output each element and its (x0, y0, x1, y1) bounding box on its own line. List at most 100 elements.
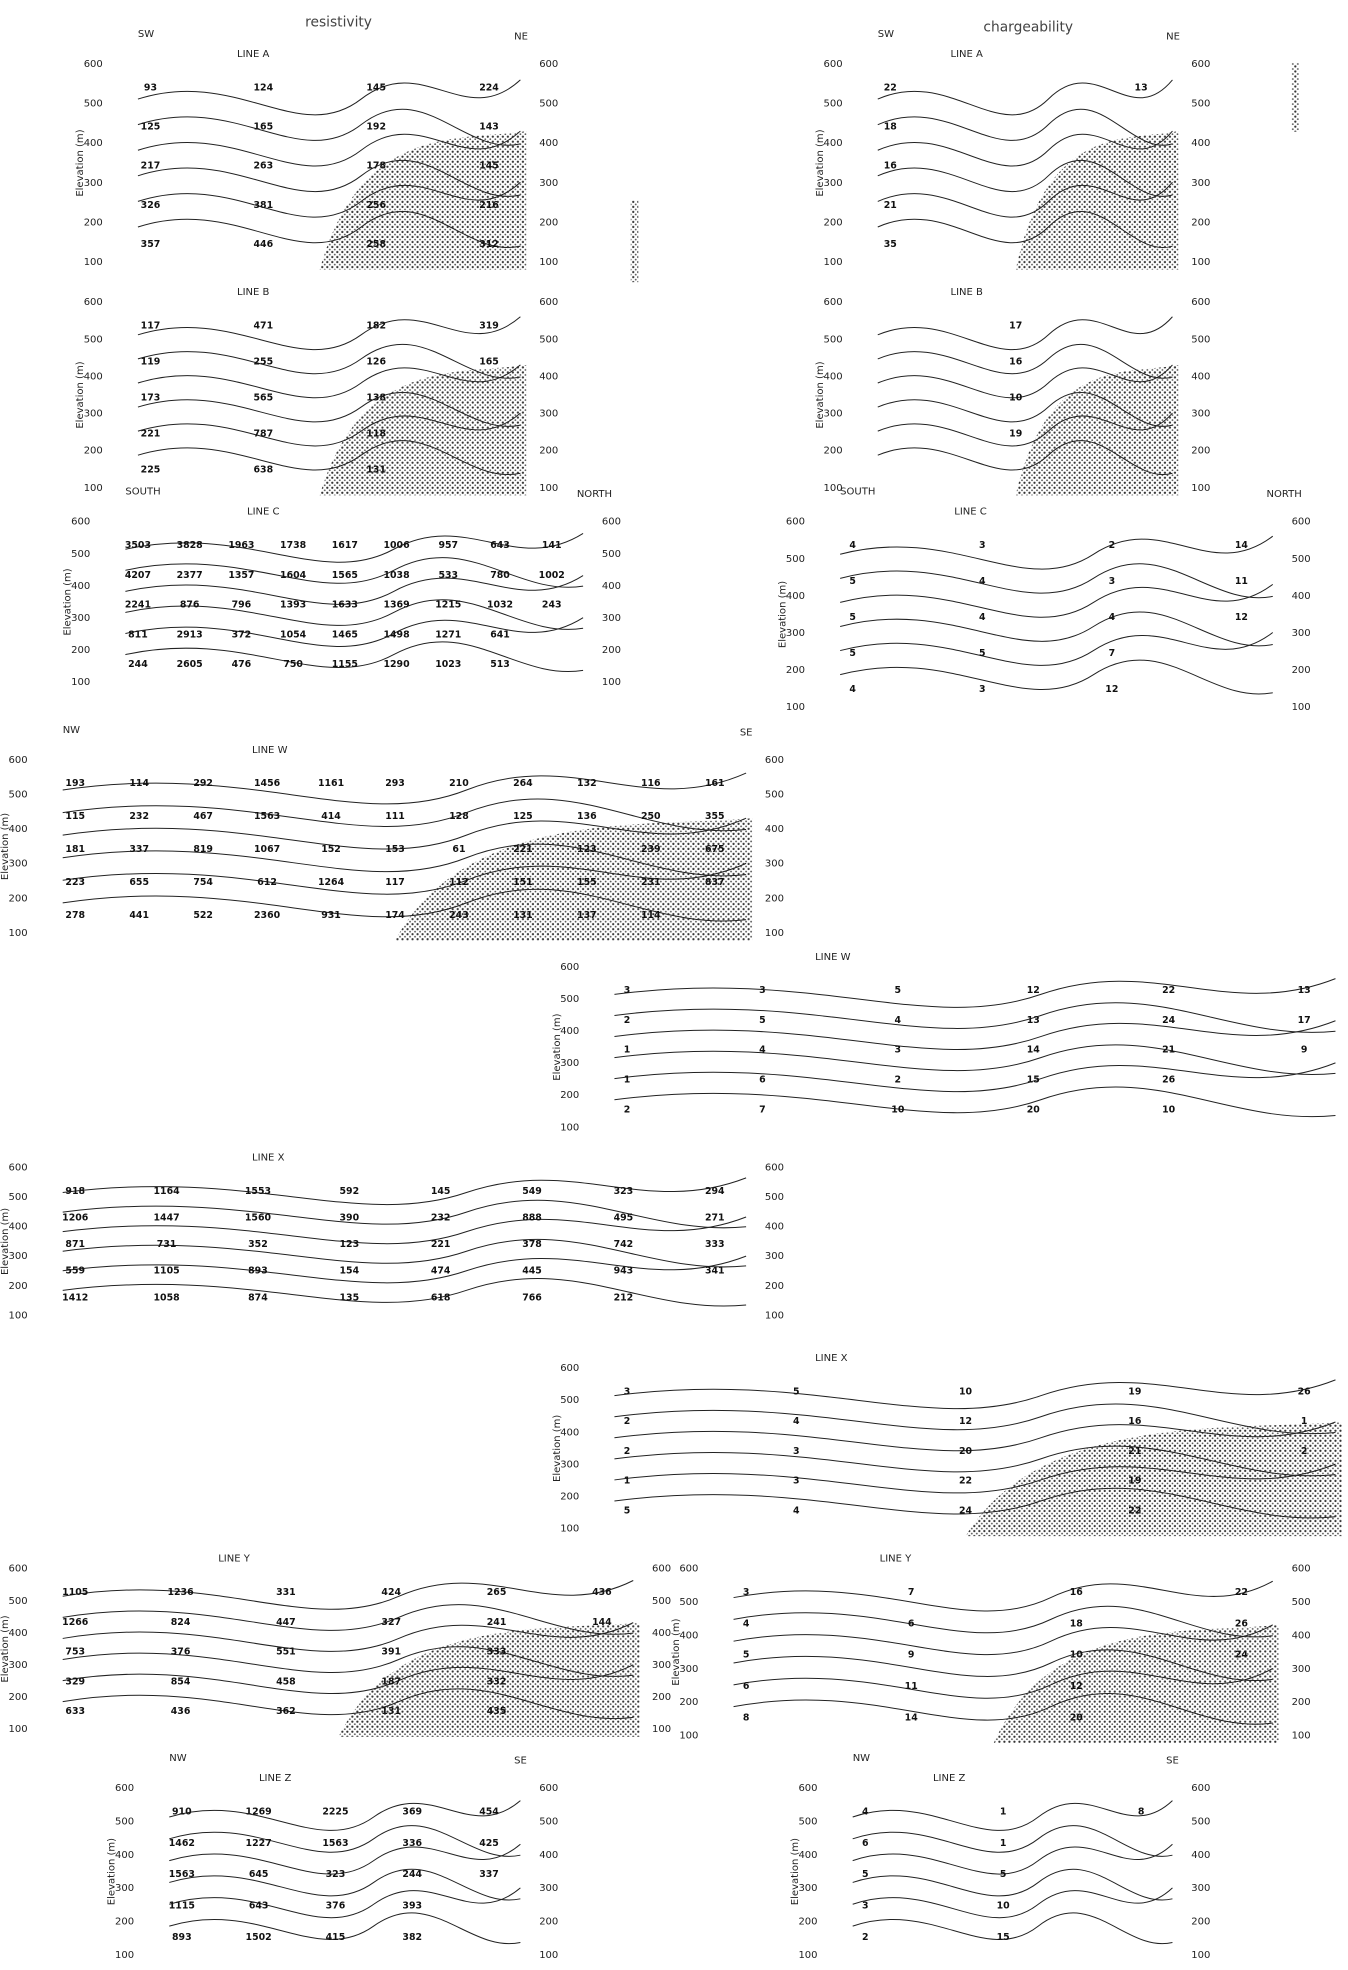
data-value: 1164 (154, 1186, 181, 1197)
panel-label: LINE W (252, 745, 288, 756)
data-value: 278 (65, 910, 85, 921)
panel-label: LINE Y (218, 1554, 251, 1565)
data-value: 1462 (169, 1838, 195, 1849)
elevation-tick: 400 (8, 824, 27, 835)
data-value: 182 (366, 321, 386, 332)
data-value: 378 (522, 1239, 542, 1250)
data-value: 255 (254, 357, 274, 368)
data-value: 333 (487, 1647, 507, 1658)
data-value: 239 (641, 844, 661, 855)
data-value: 2 (624, 1446, 631, 1457)
panel-label: LINE Z (259, 1773, 292, 1784)
contour (63, 1581, 634, 1610)
elevation-tick: 600 (602, 517, 621, 528)
data-value: 332 (487, 1676, 507, 1687)
data-value: 22 (959, 1476, 972, 1487)
elevation-tick: 200 (8, 893, 27, 904)
data-value: 138 (366, 393, 386, 404)
direction-label: NORTH (1266, 489, 1301, 500)
data-value: 118 (366, 429, 386, 440)
data-value: 754 (193, 877, 213, 888)
data-value: 12 (1235, 612, 1248, 623)
elevation-tick: 600 (539, 297, 558, 308)
data-value: 128 (449, 811, 469, 822)
data-value: 4 (793, 1506, 800, 1517)
contour (853, 1913, 1173, 1944)
elevation-tick: 600 (84, 59, 103, 70)
data-value: 854 (171, 1676, 191, 1687)
data-value: 26 (1162, 1074, 1176, 1085)
data-value: 1 (624, 1476, 631, 1487)
data-value: 221 (431, 1239, 451, 1250)
elevation-tick: 200 (1191, 217, 1210, 228)
data-value: 2360 (254, 910, 281, 921)
data-value: 224 (479, 82, 499, 93)
elevation-tick: 300 (798, 1883, 817, 1894)
elevation-tick: 200 (539, 1917, 558, 1928)
elevation-tick: 100 (652, 1724, 671, 1735)
data-value: 192 (366, 121, 386, 132)
data-value: 117 (141, 321, 161, 332)
elevation-tick: 500 (115, 1817, 134, 1828)
data-value: 474 (431, 1266, 451, 1277)
data-value: 319 (479, 321, 499, 332)
data-value: 294 (705, 1186, 725, 1197)
data-value: 153 (385, 844, 405, 855)
data-value: 1 (1000, 1838, 1007, 1849)
elevation-tick: 600 (560, 962, 579, 973)
data-value: 1 (624, 1045, 631, 1056)
data-value: 271 (705, 1212, 725, 1223)
data-value: 3 (793, 1446, 800, 1457)
data-value: 12 (1027, 985, 1040, 996)
elevation-tick: 100 (71, 677, 90, 688)
data-value: 655 (129, 877, 149, 888)
elevation-tick: 400 (1191, 138, 1210, 149)
data-value: 1023 (435, 659, 461, 670)
data-value: 20 (959, 1446, 973, 1457)
elevation-tick: 300 (765, 1251, 784, 1262)
data-value: 1604 (280, 570, 307, 581)
data-value: 6 (743, 1681, 750, 1692)
data-value: 333 (705, 1239, 725, 1250)
contour (614, 1021, 1335, 1050)
data-value: 10 (959, 1386, 973, 1397)
data-value: 5 (862, 1869, 869, 1880)
elevation-tick: 200 (1191, 1917, 1210, 1928)
data-value: 20 (1027, 1104, 1041, 1115)
data-value: 135 (340, 1292, 360, 1303)
data-value: 217 (141, 161, 161, 172)
panel-label: LINE C (247, 507, 280, 518)
data-value: 329 (65, 1676, 85, 1687)
elevation-tick: 200 (1292, 1697, 1311, 1708)
data-value: 1290 (383, 659, 410, 670)
elevation-tick: 600 (1191, 59, 1210, 70)
elevation-tick: 300 (71, 613, 90, 624)
scale-bar (631, 201, 639, 283)
elevation-tick: 600 (1292, 1564, 1311, 1575)
elevation-tick: 200 (539, 217, 558, 228)
elevation-tick: 300 (84, 178, 103, 189)
data-value: 212 (614, 1292, 634, 1303)
data-value: 362 (276, 1706, 296, 1717)
elevation-tick: 300 (8, 1251, 27, 1262)
data-value: 4 (1109, 612, 1116, 623)
data-value: 458 (276, 1676, 296, 1687)
data-value: 326 (141, 200, 161, 211)
data-value: 16 (1009, 357, 1023, 368)
data-value: 633 (65, 1706, 85, 1717)
data-value: 155 (577, 877, 597, 888)
data-value: 446 (254, 239, 274, 250)
data-value: 1206 (62, 1212, 89, 1223)
data-value: 1264 (318, 877, 345, 888)
elevation-tick: 400 (798, 1850, 817, 1861)
direction-label: SOUTH (840, 487, 875, 498)
data-value: 145 (479, 161, 499, 172)
data-value: 132 (577, 778, 597, 789)
data-value: 1553 (245, 1186, 271, 1197)
data-value: 21 (1128, 1446, 1141, 1457)
data-value: 2241 (125, 600, 151, 611)
data-value: 1032 (487, 600, 513, 611)
data-value: 871 (65, 1239, 85, 1250)
elevation-tick: 500 (602, 549, 621, 560)
data-value: 369 (402, 1806, 422, 1817)
